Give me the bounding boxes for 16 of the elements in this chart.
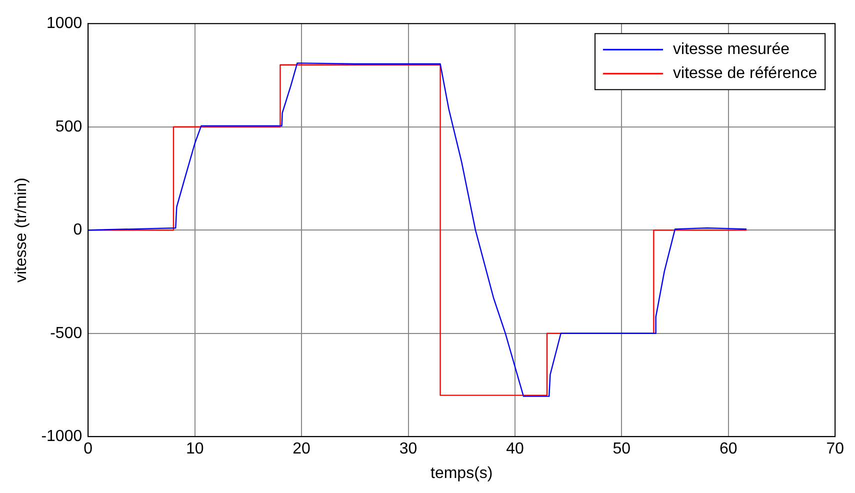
x-tick-label: 40	[506, 440, 524, 458]
y-axis-title: vitesse (tr/min)	[13, 178, 30, 283]
x-tick-label: 70	[826, 440, 844, 458]
y-tick-label: 1000	[46, 15, 82, 32]
legend-label: vitesse de référence	[673, 65, 818, 82]
x-tick-label: 50	[612, 440, 631, 458]
x-tick-label: 30	[399, 440, 418, 458]
y-tick-label: 0	[73, 222, 82, 239]
x-axis-title: temps(s)	[430, 464, 493, 482]
y-tick-label: -1000	[41, 428, 82, 446]
y-tick-label: -500	[50, 324, 82, 342]
y-tick-label: 500	[55, 118, 82, 136]
x-tick-label: 20	[292, 440, 311, 458]
x-tick-label: 10	[186, 440, 204, 458]
legend-label: vitesse mesurée	[673, 41, 790, 58]
x-tick-label: 60	[719, 440, 738, 458]
